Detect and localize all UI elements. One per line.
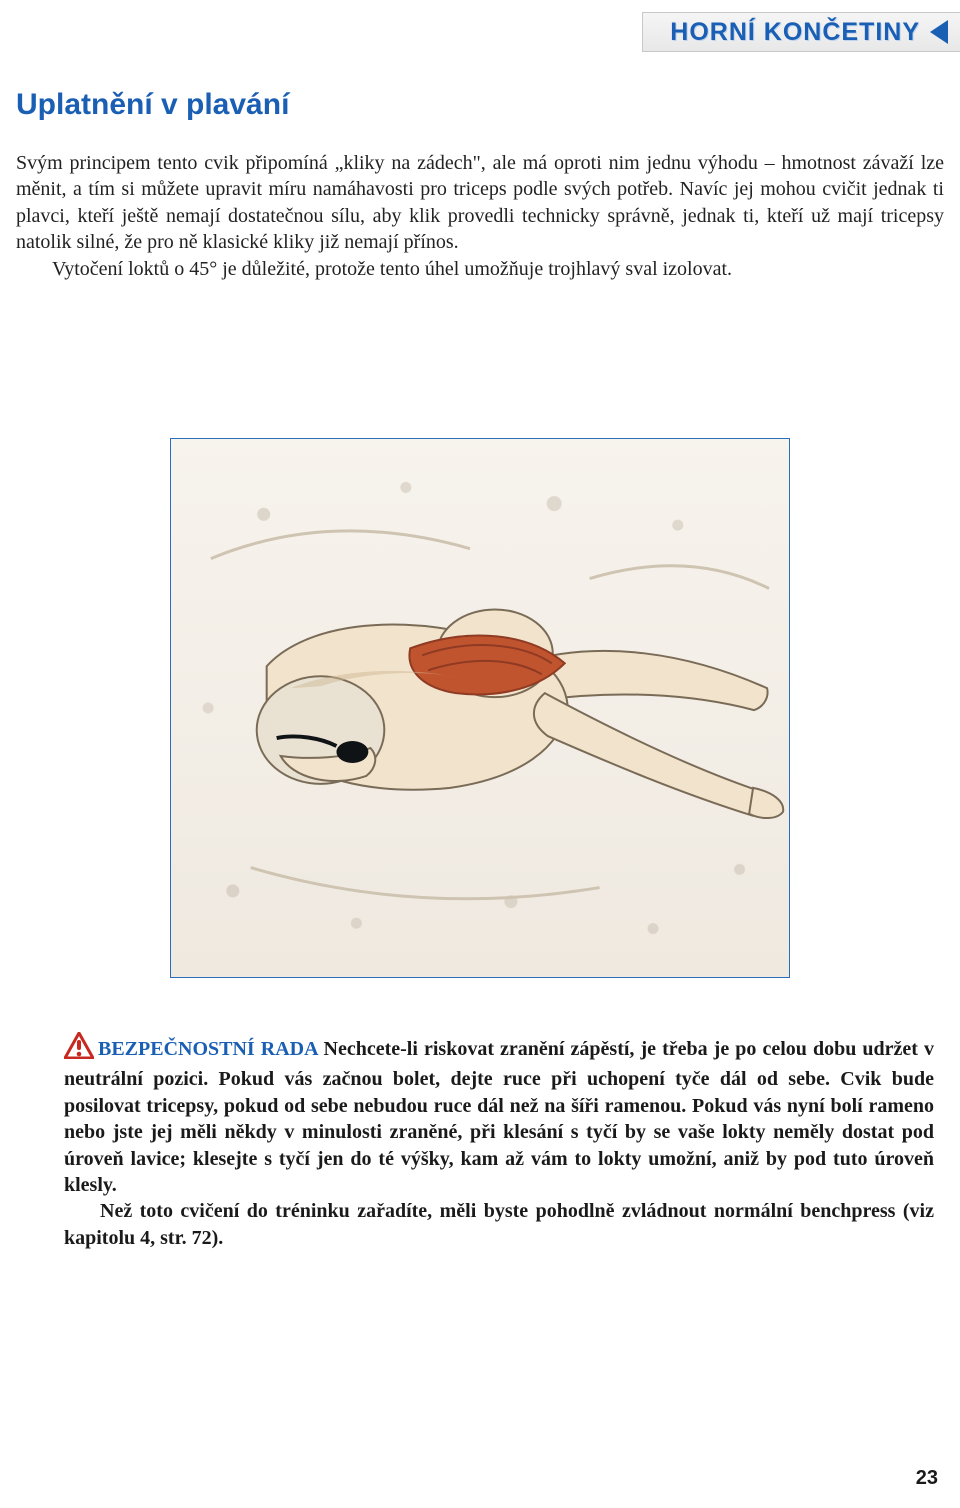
splash-2 — [251, 868, 600, 899]
chapter-tab-label: HORNÍ KONČETINY — [670, 18, 920, 47]
chapter-tab: HORNÍ KONČETINY — [642, 12, 960, 52]
splash-1 — [211, 531, 470, 559]
near-forearm — [534, 693, 767, 816]
illustration-frame — [170, 438, 790, 978]
page-number: 23 — [916, 1467, 938, 1490]
safety-paragraph-1: BEZPEČNOSTNÍ RADA Nechcete-li riskovat z… — [64, 1032, 934, 1198]
hand — [749, 788, 783, 818]
warning-icon — [64, 1032, 94, 1066]
body-text: Svým principem tento cvik připomíná „kli… — [16, 150, 944, 282]
paragraph-2: Vytočení loktů o 45° je důležité, protož… — [16, 256, 944, 282]
splash-3 — [590, 566, 769, 589]
safety-note: BEZPEČNOSTNÍ RADA Nechcete-li riskovat z… — [64, 1032, 934, 1251]
page-heading: Uplatnění v plavání — [16, 88, 289, 122]
swimmer-illustration — [171, 439, 789, 977]
paragraph-1: Svým principem tento cvik připomíná „kli… — [16, 150, 944, 256]
safety-text-1: Nechcete-li riskovat zranění zápěstí, je… — [64, 1038, 934, 1196]
chapter-tab-arrow-icon — [930, 20, 948, 44]
safety-lead-label: BEZPEČNOSTNÍ RADA — [98, 1038, 317, 1060]
goggle-lens — [336, 741, 368, 763]
safety-paragraph-2: Než toto cvičení do tréninku zařadíte, m… — [64, 1198, 934, 1251]
